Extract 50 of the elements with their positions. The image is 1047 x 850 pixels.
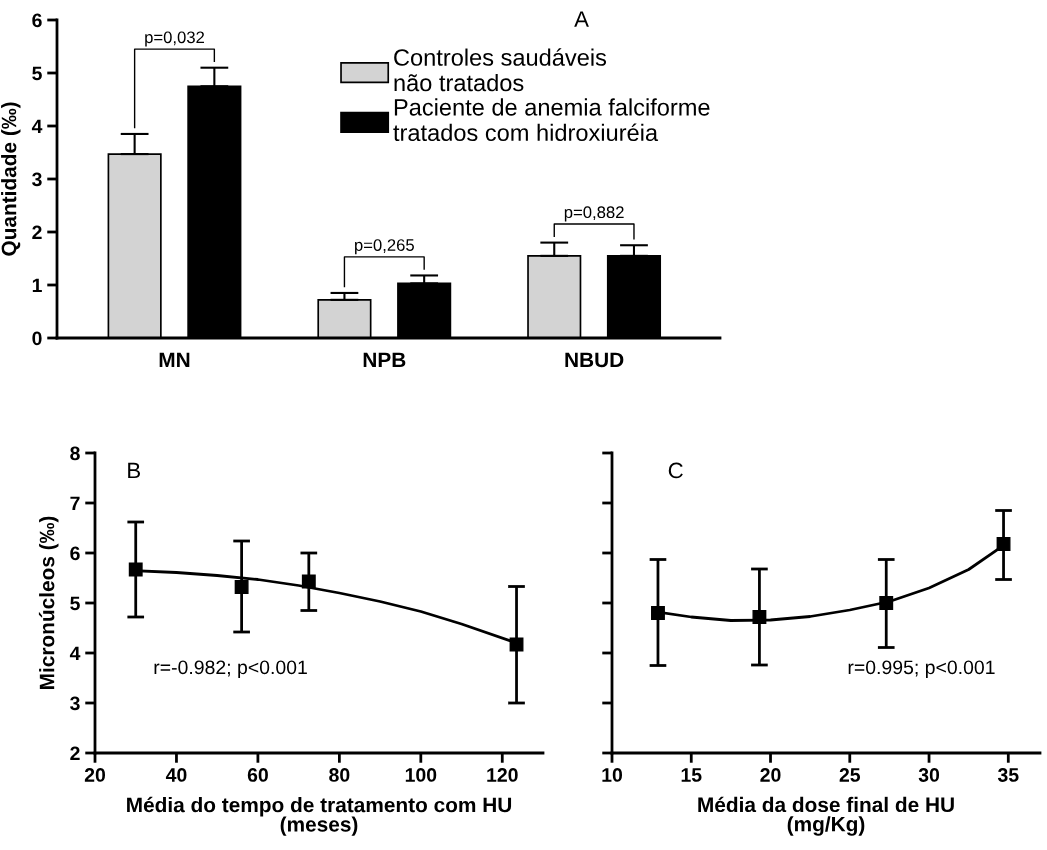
x-tick-label: 120 <box>487 768 518 782</box>
annotation: A <box>574 11 589 27</box>
annotation: B <box>128 462 141 479</box>
y-tick-label: 2 <box>32 225 42 240</box>
legend-label: Controles saudáveis não tratados <box>394 48 607 92</box>
x-tick-label: 15 <box>681 768 702 782</box>
x-tick-label: 20 <box>760 768 781 782</box>
point <box>879 596 894 610</box>
y-tick-label: 2 <box>70 746 80 761</box>
annotation: r=-0.982; p<0.001 <box>154 660 307 679</box>
x-axis-title: Média do tempo de tratamento com HU (meses) <box>127 796 512 836</box>
point <box>234 580 249 594</box>
annotation: r=0.995; p<0.001 <box>848 660 995 679</box>
x-tick-label: 20 <box>84 768 106 782</box>
point <box>651 606 665 620</box>
y-axis-title: Micronúcleos (‰) <box>38 516 59 689</box>
point <box>996 537 1011 551</box>
x-tick-label: 80 <box>329 768 350 782</box>
y-tick-label: 8 <box>70 446 80 461</box>
legend-label: Paciente de anemia falciforme tratados com hidroxiuréia <box>393 98 710 142</box>
point <box>752 610 767 624</box>
x-tick-label: 10 <box>602 768 623 782</box>
annotation: C <box>668 462 683 479</box>
x-tick-label: 40 <box>165 768 187 782</box>
y-tick-label: 5 <box>70 596 80 611</box>
y-tick-label: 7 <box>70 496 80 511</box>
y-axis-title: Quantidade (‰) <box>1 102 21 256</box>
annotation: p=0,265 <box>355 239 414 255</box>
point <box>128 562 143 577</box>
y-tick-label: 5 <box>32 66 42 81</box>
x-tick-label: MN <box>159 352 190 367</box>
y-tick-label: 4 <box>31 119 43 134</box>
annotation: p=0,882 <box>564 206 624 222</box>
x-axis-title: Média da dose final de HU (mg/Kg) <box>698 796 954 836</box>
annotation: p=0,032 <box>145 31 205 47</box>
x-tick-label: NBUD <box>565 352 624 368</box>
y-tick-label: 3 <box>32 172 42 187</box>
x-tick-label: 100 <box>405 768 437 782</box>
x-tick-label: 25 <box>839 768 861 782</box>
x-tick-label: NPB <box>363 352 406 367</box>
y-tick-label: 6 <box>32 13 42 28</box>
y-tick-label: 6 <box>70 546 80 561</box>
y-tick-label: 4 <box>69 646 81 661</box>
y-tick-label: 0 <box>32 331 42 346</box>
point <box>301 574 316 589</box>
x-tick-label: 35 <box>997 768 1019 782</box>
x-tick-label: 60 <box>247 768 268 782</box>
y-tick-label: 1 <box>32 278 42 293</box>
y-tick-label: 3 <box>70 696 80 711</box>
x-tick-label: 30 <box>918 768 940 782</box>
